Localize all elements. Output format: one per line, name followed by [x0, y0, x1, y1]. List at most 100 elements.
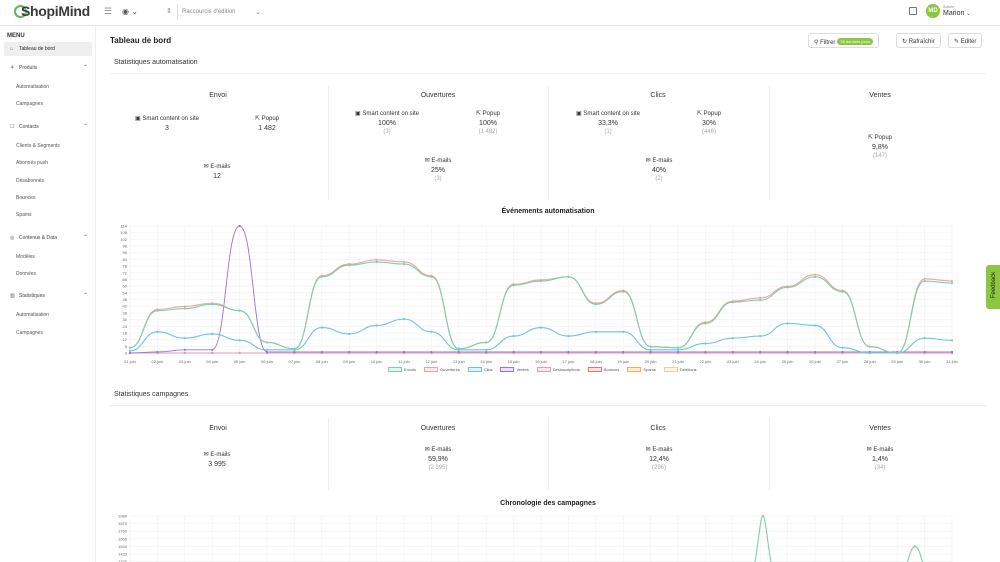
stat-envoi-popup: ⇱ Popup 1 482 [254, 116, 280, 132]
sidebar-subitem[interactable]: Automatisation [16, 312, 50, 318]
legend-item[interactable]: Bounces [587, 367, 624, 372]
sidebar-subitem[interactable]: Abonnés push [16, 160, 48, 166]
data-point [485, 341, 488, 344]
data-point [375, 350, 378, 354]
y-tick-label: 1320 [118, 559, 128, 562]
col-head-3: Ventes [869, 425, 891, 432]
data-point [402, 260, 406, 264]
stat-ouv-email: ✉ E-mails 25% (3) [424, 158, 452, 182]
legend-item[interactable]: Désinscriptions [536, 367, 584, 372]
chevron-up-icon[interactable]: ⌃ [82, 124, 88, 130]
automation-events-chart: 0512182430364248546066727884909610210811… [120, 224, 958, 365]
legend-label: Envois [404, 367, 417, 372]
filter-button[interactable]: ⚲ Filtrer 30 derniers jours [808, 33, 880, 48]
divider [769, 86, 770, 200]
legend-item[interactable]: Clics [467, 367, 497, 372]
menu-toggle-icon[interactable]: ☰ [104, 6, 113, 16]
sidebar: MENU ⌂ Tableau de bord ⚘ Produits ⌃ ☐ Contacts… [0, 26, 96, 562]
y-tick-label: 1980 [118, 514, 128, 519]
x-tick-label: 17 juin [563, 359, 575, 364]
data-point [786, 322, 789, 325]
series-line [129, 225, 952, 354]
sidebar-item-2[interactable]: ☐ Contacts ⌃ [10, 124, 88, 130]
legend-item[interactable]: Envois [388, 367, 420, 372]
user-name[interactable]: Marion [943, 10, 965, 17]
x-tick-label: 13 juin [453, 359, 465, 364]
calendar-icon[interactable] [909, 7, 917, 15]
data-point [238, 224, 241, 228]
sidebar-item-0[interactable]: ⌂ Tableau de bord [4, 42, 92, 56]
sidebar-item-4[interactable]: ▥ Statistiques ⌃ [10, 293, 88, 299]
chevron-up-icon[interactable]: ⌃ [82, 65, 88, 71]
legend-item[interactable]: Ventes [500, 367, 532, 372]
popup-icon: ⇱ [475, 111, 483, 117]
x-tick-label: 29 juin [891, 359, 903, 364]
data-point [512, 334, 515, 338]
x-tick-label: 23 juin [727, 359, 739, 364]
sidebar-subitem[interactable]: Désabonnés [16, 178, 45, 184]
data-point [238, 309, 241, 312]
data-point [128, 351, 132, 355]
legend-item[interactable]: Délétions [663, 367, 701, 372]
data-point [786, 350, 789, 354]
sidebar-item-1[interactable]: ⚘ Produits ⌃ [10, 65, 88, 71]
automation-chart-title: Événements automatisation [501, 208, 595, 215]
y-tick-label: 90 [123, 250, 128, 255]
y-tick-label: 60 [123, 284, 128, 289]
y-tick-label: 66 [123, 277, 128, 282]
data-point [348, 350, 351, 354]
legend-label: Spams [643, 367, 656, 372]
view-toggle-icon[interactable]: ◉ ⌄ [122, 7, 138, 16]
sidebar-subitem[interactable]: Bounces [16, 195, 36, 201]
y-tick-label: 18 [123, 330, 128, 335]
feedback-tab[interactable]: Feedback [986, 265, 1000, 309]
edit-button[interactable]: ✎ Editer [948, 33, 983, 48]
x-tick-label: 22 juin [700, 359, 712, 364]
data-point [183, 351, 186, 355]
app-logo[interactable]: ShopiMind [14, 3, 90, 19]
x-tick-label: 20 juin [645, 359, 657, 364]
data-point [375, 258, 378, 261]
data-point [430, 330, 433, 333]
chevron-up-icon[interactable]: ⌃ [82, 293, 88, 299]
x-tick-label: 03 juin [179, 359, 191, 364]
x-tick-label: 18 juin [590, 359, 602, 364]
avatar[interactable]: MD [926, 4, 940, 18]
data-point [622, 330, 625, 333]
sidebar-subitem[interactable]: Campagnes [16, 330, 43, 336]
y-tick-label: 114 [121, 224, 128, 229]
shortcut-search-input[interactable]: Raccourcis d'édition ⌄ [177, 4, 265, 20]
x-tick-label: 02 juin [152, 359, 164, 364]
sidebar-subitem[interactable]: Modèles [16, 254, 35, 260]
data-point [594, 330, 597, 333]
sidebar-subitem[interactable]: Campagnes [16, 101, 43, 107]
refresh-button[interactable]: ↻ Rafraîchir [896, 33, 941, 48]
data-point [841, 350, 844, 354]
data-point [539, 279, 543, 283]
legend-item[interactable]: Ouvertures [424, 367, 464, 372]
sidebar-subitem[interactable]: Automatisation [16, 84, 50, 90]
sidebar-subitem[interactable]: Données [16, 271, 37, 277]
divider [110, 405, 986, 406]
sidebar-item-3[interactable]: ◎ Contenus & Data ⌃ [10, 235, 88, 241]
sidebar-subitem[interactable]: Clients & Segments [16, 143, 60, 149]
y-tick-label: 24 [123, 324, 128, 329]
legend-item[interactable]: Spams [627, 367, 659, 372]
x-tick-label: 08 juin [316, 359, 328, 364]
data-point [348, 264, 351, 267]
chevron-up-icon[interactable]: ⌃ [82, 235, 88, 241]
data-point [704, 322, 707, 325]
x-tick-label: 05 juin [234, 359, 246, 364]
col-head-0: Envoi [209, 92, 227, 99]
sidebar-subitem[interactable]: Spams [16, 212, 32, 218]
data-point [183, 305, 186, 308]
legend-label: Délétions [679, 367, 697, 372]
data-point [211, 348, 214, 351]
x-tick-label: 16 juin [535, 359, 547, 364]
contacts-icon: ☐ [10, 124, 15, 130]
data-point [761, 514, 765, 518]
user-chevron-icon[interactable]: ⌄ [966, 11, 972, 17]
x-tick-label: 25 juin [782, 359, 794, 364]
data-point [348, 332, 351, 336]
data-point [430, 275, 433, 278]
